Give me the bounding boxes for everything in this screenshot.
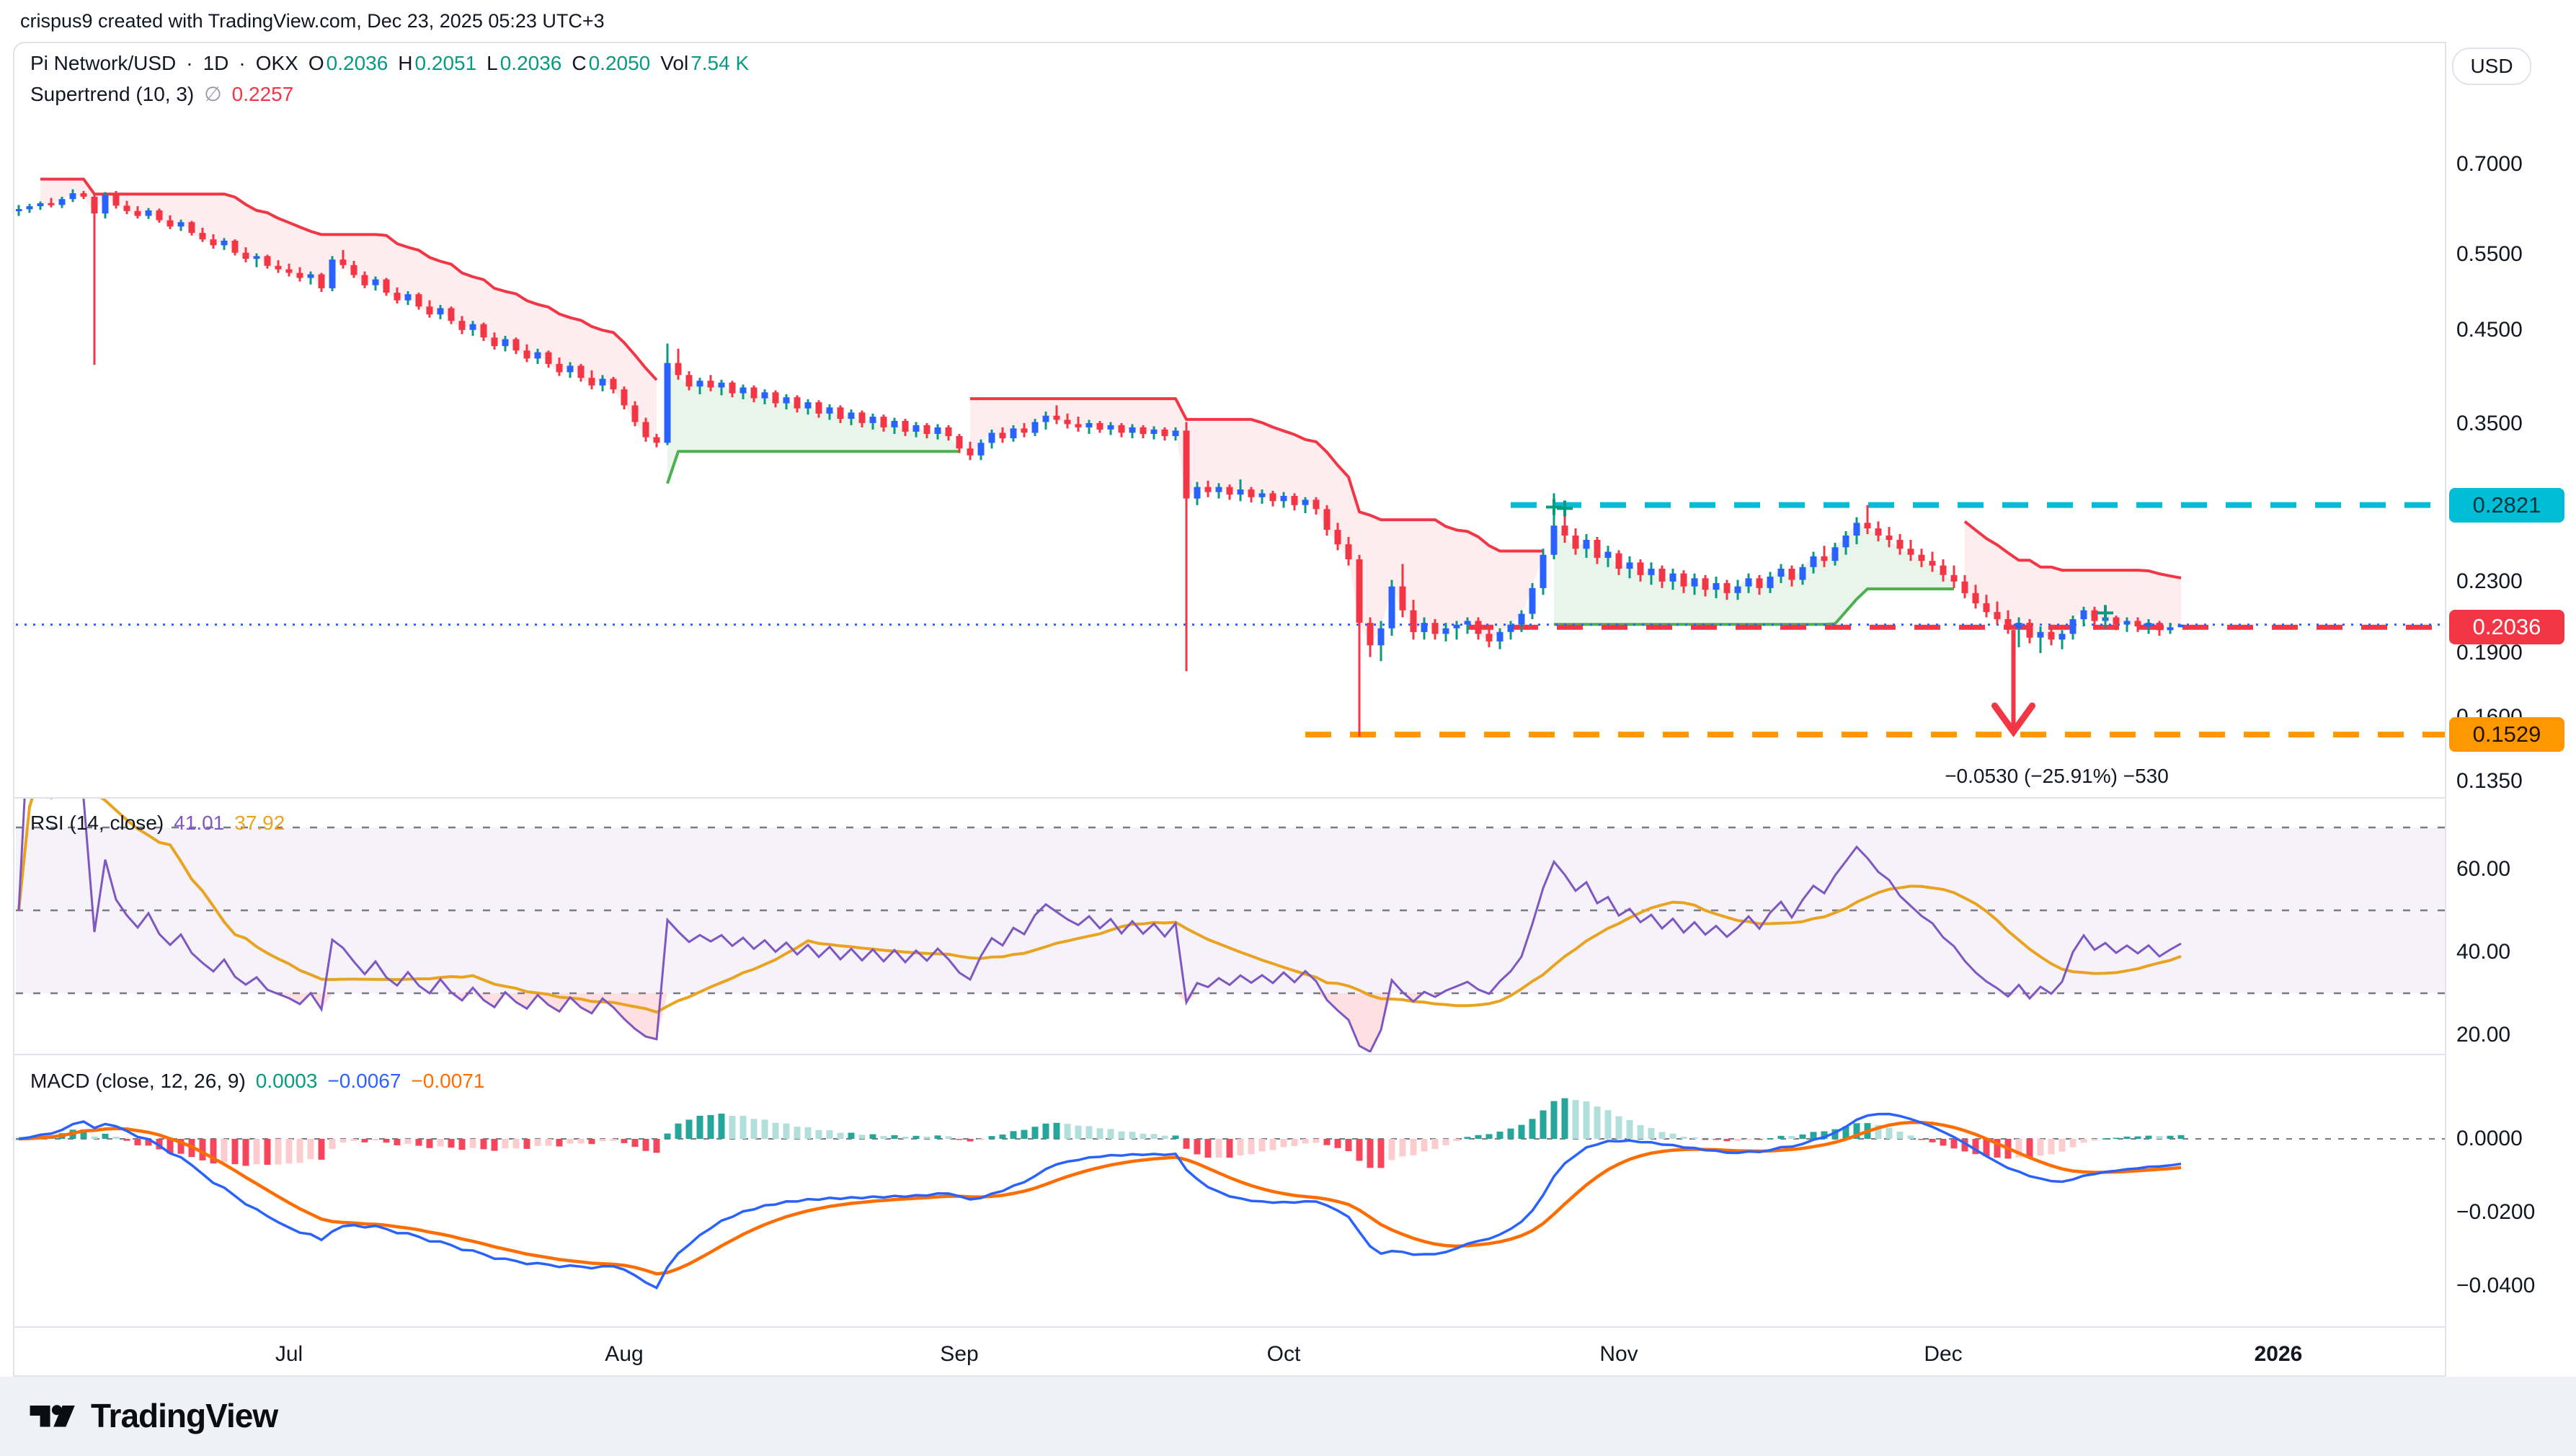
high-value: 0.2051 bbox=[414, 52, 477, 74]
footer-bar: TradingView bbox=[0, 1377, 2576, 1456]
average-glyph: ∅ bbox=[204, 83, 222, 105]
macd-signal-value: −0.0071 bbox=[411, 1070, 485, 1092]
macd-line-value: −0.0067 bbox=[327, 1070, 401, 1092]
price-scale[interactable]: USD 0.7000 0.5500 0.4500 0.3500 0.2300 0.1900… bbox=[2445, 42, 2576, 1377]
price-badge: 0.2821 bbox=[2449, 487, 2564, 523]
currency-label: USD bbox=[2470, 55, 2513, 77]
tradingview-logo[interactable]: TradingView bbox=[29, 1395, 278, 1436]
macd-tick: −0.0200 bbox=[2456, 1200, 2536, 1224]
month-label: 2026 bbox=[2254, 1342, 2303, 1366]
rsi-ma-value: 37.92 bbox=[234, 812, 285, 834]
price-tick: 0.1350 bbox=[2456, 768, 2523, 793]
month-label: Jul bbox=[275, 1342, 303, 1366]
rsi-tick: 40.00 bbox=[2456, 939, 2511, 964]
axis-separator bbox=[14, 1326, 2576, 1328]
rsi-tick: 20.00 bbox=[2456, 1022, 2511, 1047]
chart-card bbox=[13, 42, 2576, 1377]
time-axis[interactable]: Jul Aug Sep Oct Nov Dec 2026 bbox=[0, 1326, 2576, 1377]
rsi-value: 41.01 bbox=[174, 812, 225, 834]
price-tick: 0.3500 bbox=[2456, 412, 2523, 436]
supertrend-value: 0.2257 bbox=[231, 82, 294, 105]
price-tick: 0.2300 bbox=[2456, 569, 2523, 593]
month-label: Nov bbox=[1599, 1342, 1638, 1366]
tradingview-wordmark: TradingView bbox=[91, 1397, 278, 1434]
price-badge: 0.1529 bbox=[2449, 717, 2564, 753]
supertrend-legend: Supertrend (10, 3) ∅ 0.2257 bbox=[30, 82, 293, 106]
price-tick: 0.5500 bbox=[2456, 242, 2523, 267]
creator-credit: crispus9 created with TradingView.com, D… bbox=[20, 10, 605, 32]
volume-value: 7.54 K bbox=[690, 52, 750, 74]
timeframe[interactable]: 1D bbox=[203, 52, 229, 74]
month-label: Oct bbox=[1266, 1342, 1301, 1366]
price-tick: 0.1900 bbox=[2456, 641, 2523, 665]
macd-legend: MACD (close, 12, 26, 9) 0.0003 −0.0067 −… bbox=[30, 1070, 484, 1093]
tradingview-mark-icon bbox=[30, 1405, 75, 1427]
measure-annotation: −0.0530 (−25.91%) −530 bbox=[1945, 765, 2169, 788]
pane-separator-rsi[interactable] bbox=[14, 797, 2445, 799]
rsi-label[interactable]: RSI (14, close) bbox=[30, 812, 164, 834]
macd-label[interactable]: MACD (close, 12, 26, 9) bbox=[30, 1070, 246, 1092]
currency-button[interactable]: USD bbox=[2452, 48, 2531, 85]
symbol-legend: Pi Network/USD · 1D · OKX O 0.2036 H 0.205… bbox=[30, 52, 750, 74]
close-value: 0.2050 bbox=[588, 52, 651, 74]
rsi-tick: 60.00 bbox=[2456, 856, 2511, 881]
month-label: Sep bbox=[940, 1342, 979, 1366]
open-value: 0.2036 bbox=[326, 52, 388, 74]
price-tick: 0.7000 bbox=[2456, 152, 2523, 176]
price-tick: 0.4500 bbox=[2456, 317, 2523, 342]
month-label: Dec bbox=[1924, 1342, 1963, 1366]
symbol-name[interactable]: Pi Network/USD bbox=[30, 52, 177, 74]
rsi-legend: RSI (14, close) 41.01 37.92 bbox=[30, 812, 285, 835]
exchange: OKX bbox=[255, 52, 298, 74]
macd-tick: 0.0000 bbox=[2456, 1127, 2523, 1150]
pane-separator-macd[interactable] bbox=[14, 1054, 2445, 1055]
price-badge: 0.2036 bbox=[2449, 610, 2564, 645]
macd-tick: −0.0400 bbox=[2456, 1274, 2536, 1297]
supertrend-label[interactable]: Supertrend (10, 3) bbox=[30, 82, 195, 105]
low-value: 0.2036 bbox=[499, 52, 562, 74]
macd-hist-value: 0.0003 bbox=[255, 1070, 318, 1092]
month-label: Aug bbox=[605, 1342, 644, 1366]
